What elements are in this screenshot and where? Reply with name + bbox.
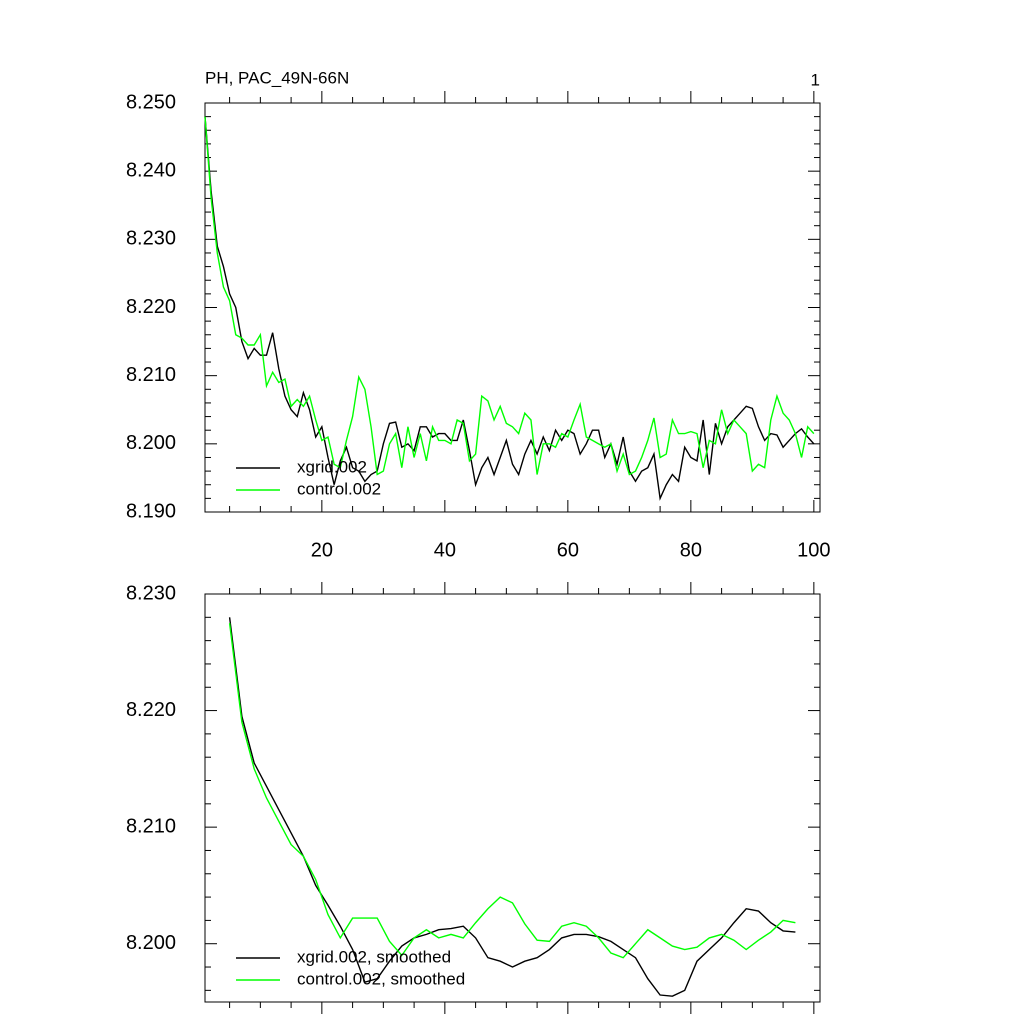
legend-label: xgrid.002 <box>297 457 367 476</box>
y-tick-label: 8.230 <box>126 582 176 604</box>
y-tick-label: 8.220 <box>126 296 176 318</box>
x-tick-label: 40 <box>434 539 456 561</box>
y-tick-label: 8.200 <box>126 932 176 954</box>
y-tick-label: 8.200 <box>126 432 176 454</box>
plot-frame <box>204 102 821 513</box>
line-series <box>228 623 796 959</box>
y-tick-label: 8.190 <box>126 500 176 522</box>
y-tick-label: 8.210 <box>126 815 176 837</box>
x-tick-label: 60 <box>557 539 579 561</box>
legend-label: xgrid.002, smoothed <box>297 947 451 966</box>
chart-title: PH, PAC_49N-66N <box>205 68 349 87</box>
legend-label: control.002 <box>297 479 381 498</box>
y-tick-label: 8.220 <box>126 699 176 721</box>
y-tick-label: 8.230 <box>126 228 176 250</box>
y-tick-label: 8.240 <box>126 159 176 181</box>
x-tick-label: 80 <box>680 539 702 561</box>
line-series <box>204 116 815 501</box>
y-tick-label: 8.250 <box>126 91 176 113</box>
y-tick-label: 8.210 <box>126 364 176 386</box>
line-series <box>228 617 796 997</box>
line-series <box>204 116 815 476</box>
x-tick-label: 100 <box>797 539 830 561</box>
corner-label: 1 <box>811 70 820 89</box>
plot-frame <box>204 593 821 1003</box>
x-tick-label: 20 <box>311 539 333 561</box>
legend-label: control.002, smoothed <box>297 969 465 988</box>
